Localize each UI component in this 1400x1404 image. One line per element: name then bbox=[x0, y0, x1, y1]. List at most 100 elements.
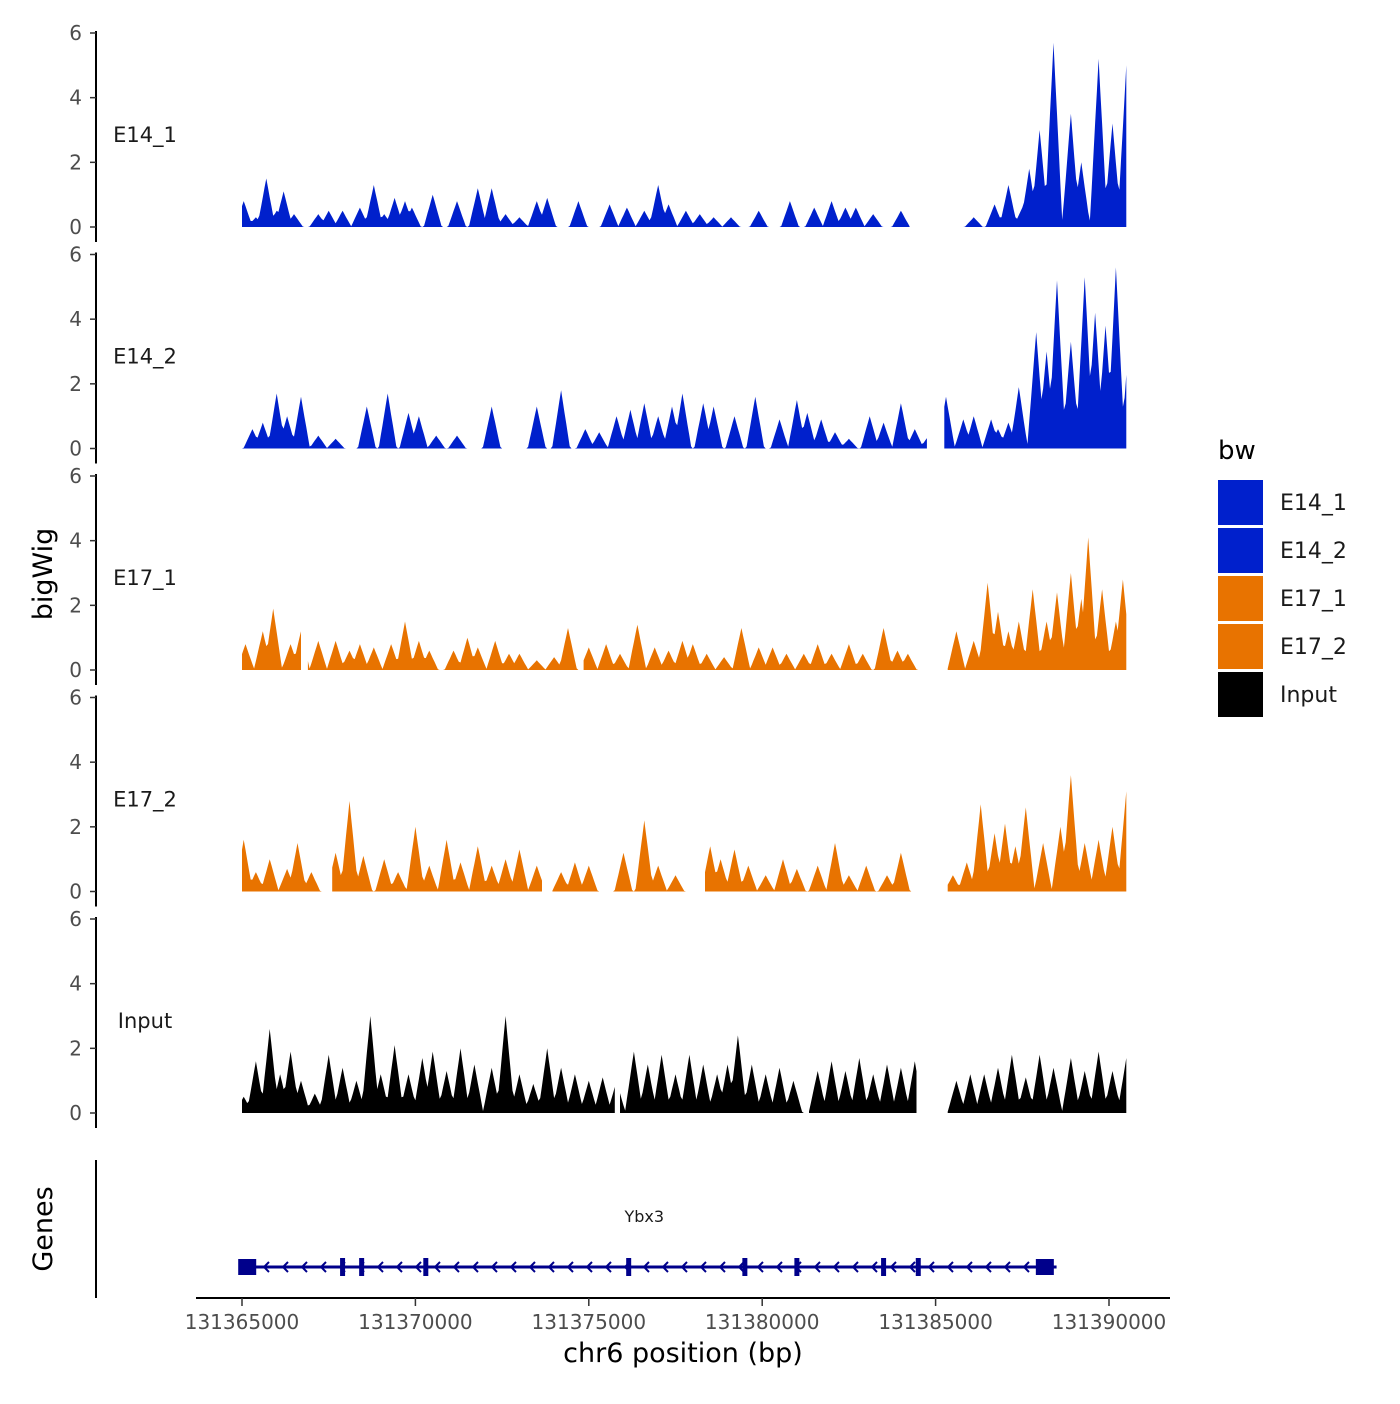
y-tick-label: 6 bbox=[69, 464, 82, 488]
strand-arrow bbox=[300, 1261, 308, 1273]
gene-exon bbox=[340, 1258, 346, 1276]
y-tick-label: 0 bbox=[69, 880, 82, 904]
strand-arrow bbox=[718, 1261, 726, 1273]
strand-arrow bbox=[870, 1261, 878, 1273]
coverage-area-e14-2 bbox=[242, 267, 1127, 449]
legend-swatch bbox=[1218, 624, 1263, 669]
gene-exon bbox=[881, 1258, 887, 1276]
gene-exon bbox=[794, 1258, 800, 1276]
legend: bw E14_1 E14_2 E17_1 E17_2 Input bbox=[1218, 436, 1347, 717]
strand-arrow bbox=[851, 1261, 859, 1273]
strand-arrow bbox=[528, 1261, 536, 1273]
legend-label: E14_2 bbox=[1280, 539, 1347, 564]
gene-exon bbox=[359, 1258, 365, 1276]
legend-item: Input bbox=[1218, 672, 1337, 717]
strand-arrow bbox=[661, 1261, 669, 1273]
strand-arrow bbox=[566, 1261, 574, 1273]
track-label: E17_1 bbox=[113, 566, 177, 591]
legend-swatch bbox=[1218, 480, 1263, 525]
strand-arrow bbox=[395, 1261, 403, 1273]
track-label: E14_1 bbox=[113, 123, 177, 148]
legend-item: E17_1 bbox=[1218, 576, 1347, 621]
legend-title: bw bbox=[1218, 436, 1256, 466]
y-tick-label: 4 bbox=[69, 529, 82, 553]
strand-arrow bbox=[509, 1261, 517, 1273]
strand-arrow bbox=[1003, 1261, 1011, 1273]
track-e14-1: 0 2 4 6 E14_1 bbox=[69, 21, 1127, 242]
x-axis-title: chr6 position (bp) bbox=[563, 1338, 803, 1369]
y-tick-label: 6 bbox=[69, 21, 82, 45]
gene-model-ybx3 bbox=[238, 1258, 1057, 1276]
strand-arrow bbox=[965, 1261, 973, 1273]
strand-arrow bbox=[376, 1261, 384, 1273]
y-tick-label: 0 bbox=[69, 658, 82, 682]
coverage-area-input bbox=[242, 1016, 1127, 1113]
coverage-area-e17-1 bbox=[242, 537, 1127, 670]
strand-arrow bbox=[1022, 1261, 1030, 1273]
y-tick-label: 6 bbox=[69, 907, 82, 931]
y-tick-label: 2 bbox=[69, 372, 82, 396]
strand-arrow bbox=[604, 1261, 612, 1273]
strand-arrow bbox=[946, 1261, 954, 1273]
y-tick-label: 4 bbox=[69, 86, 82, 110]
y-tick-label: 0 bbox=[69, 437, 82, 461]
legend-label: Input bbox=[1280, 683, 1337, 708]
x-tick-label: 131375000 bbox=[532, 1310, 647, 1334]
legend-item: E17_2 bbox=[1218, 624, 1347, 669]
y-tick-label: 4 bbox=[69, 750, 82, 774]
strand-arrow bbox=[832, 1261, 840, 1273]
y-tick-label: 2 bbox=[69, 1036, 82, 1060]
strand-arrow bbox=[642, 1261, 650, 1273]
strand-arrow bbox=[680, 1261, 688, 1273]
track-e17-2: 0 2 4 6 E17_2 bbox=[69, 686, 1127, 907]
legend-item: E14_2 bbox=[1218, 528, 1347, 573]
y-tick-label: 0 bbox=[69, 1101, 82, 1125]
x-tick-label: 131365000 bbox=[185, 1310, 300, 1334]
strand-arrow bbox=[756, 1261, 764, 1273]
legend-swatch bbox=[1218, 528, 1263, 573]
strand-arrow bbox=[281, 1261, 289, 1273]
gene-label: Ybx3 bbox=[624, 1207, 665, 1226]
coverage-area-e17-2 bbox=[242, 775, 1127, 892]
legend-swatch bbox=[1218, 672, 1263, 717]
gene-exon bbox=[238, 1259, 257, 1275]
strand-arrow bbox=[775, 1261, 783, 1273]
y-tick-label: 0 bbox=[69, 215, 82, 239]
y-tick-label: 4 bbox=[69, 307, 82, 331]
strand-arrow bbox=[547, 1261, 555, 1273]
x-axis: 131365000 131370000 131375000 131380000 1313… bbox=[185, 1297, 1170, 1369]
strand-arrow bbox=[319, 1261, 327, 1273]
legend-label: E17_2 bbox=[1280, 635, 1347, 660]
tracks-layer: 0 2 4 6 E14_1 0 2 4 6 E14_2 0 2 4 6 E17_1 0 2 4 6 E17_2 0 2 4 6… bbox=[69, 21, 1127, 1128]
legend-item: E14_1 bbox=[1218, 480, 1347, 525]
strand-arrow bbox=[414, 1261, 422, 1273]
strand-arrow bbox=[262, 1261, 270, 1273]
legend-swatch bbox=[1218, 576, 1263, 621]
gene-exon bbox=[742, 1258, 748, 1276]
x-axis-ticks: 131365000 131370000 131375000 131380000 1313… bbox=[185, 1298, 1167, 1334]
x-tick-label: 131370000 bbox=[358, 1310, 473, 1334]
y-tick-label: 6 bbox=[69, 243, 82, 267]
genes-axis-title: Genes bbox=[28, 1186, 59, 1271]
strand-arrow bbox=[908, 1261, 916, 1273]
strand-arrow bbox=[927, 1261, 935, 1273]
legend-label: E17_1 bbox=[1280, 587, 1347, 612]
strand-arrow bbox=[813, 1261, 821, 1273]
strand-arrow bbox=[585, 1261, 593, 1273]
x-tick-label: 131380000 bbox=[705, 1310, 820, 1334]
y-axis-title: bigWig bbox=[28, 528, 59, 621]
strand-arrow bbox=[699, 1261, 707, 1273]
y-tick-label: 2 bbox=[69, 593, 82, 617]
x-tick-label: 131390000 bbox=[1052, 1310, 1167, 1334]
track-label: Input bbox=[118, 1009, 172, 1033]
y-tick-label: 6 bbox=[69, 686, 82, 710]
coverage-area-e14-1 bbox=[242, 42, 1127, 228]
track-e14-2: 0 2 4 6 E14_2 bbox=[69, 243, 1127, 464]
strand-arrow bbox=[433, 1261, 441, 1273]
gene-exon bbox=[626, 1258, 632, 1276]
genes-panel: Genes Ybx3 bbox=[28, 1160, 1057, 1298]
strand-arrow bbox=[452, 1261, 460, 1273]
strand-arrow bbox=[984, 1261, 992, 1273]
